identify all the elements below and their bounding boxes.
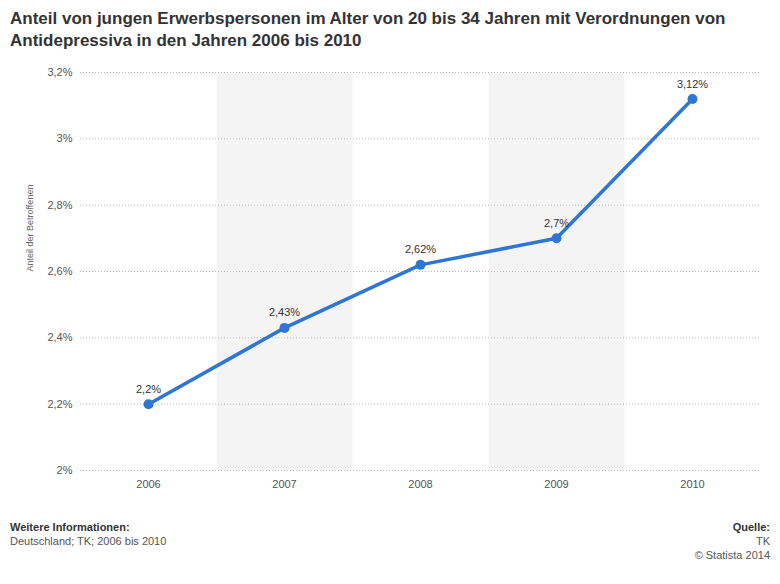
svg-text:2%: 2% bbox=[57, 464, 73, 476]
svg-text:3,2%: 3,2% bbox=[47, 66, 72, 78]
svg-text:2,6%: 2,6% bbox=[47, 265, 72, 277]
svg-text:2006: 2006 bbox=[136, 478, 160, 490]
html-text:Anteil von jungen Erwerbsperso: Anteil von jungen Erwerbspersonen im Alt… bbox=[10, 9, 726, 50]
svg-text:3%: 3% bbox=[57, 132, 73, 144]
svg-text:2008: 2008 bbox=[408, 478, 432, 490]
svg-text:2,2%: 2,2% bbox=[136, 383, 161, 395]
svg-text:2,7%: 2,7% bbox=[544, 217, 569, 229]
svg-text:2,8%: 2,8% bbox=[47, 199, 72, 211]
svg-text:Anteil der Betroffenen: Anteil der Betroffenen bbox=[25, 185, 35, 272]
html-text:Deutschland; TK; 2006 bis 2010: Deutschland; TK; 2006 bis 2010 bbox=[10, 535, 167, 547]
html-text:TK: TK bbox=[755, 535, 770, 547]
svg-text:2009: 2009 bbox=[544, 478, 568, 490]
svg-text:2010: 2010 bbox=[680, 478, 704, 490]
svg-text:2,2%: 2,2% bbox=[47, 398, 72, 410]
svg-text:2,4%: 2,4% bbox=[47, 331, 72, 343]
svg-text:2007: 2007 bbox=[272, 478, 296, 490]
svg-text:3,12%: 3,12% bbox=[677, 78, 708, 90]
svg-text:2,43%: 2,43% bbox=[269, 306, 300, 318]
html-text:Weitere Informationen:: Weitere Informationen: bbox=[10, 521, 130, 533]
svg-text:2,62%: 2,62% bbox=[405, 243, 436, 255]
html-text:Quelle:: Quelle: bbox=[732, 521, 770, 533]
html-text:© Statista 2014: © Statista 2014 bbox=[694, 549, 770, 561]
